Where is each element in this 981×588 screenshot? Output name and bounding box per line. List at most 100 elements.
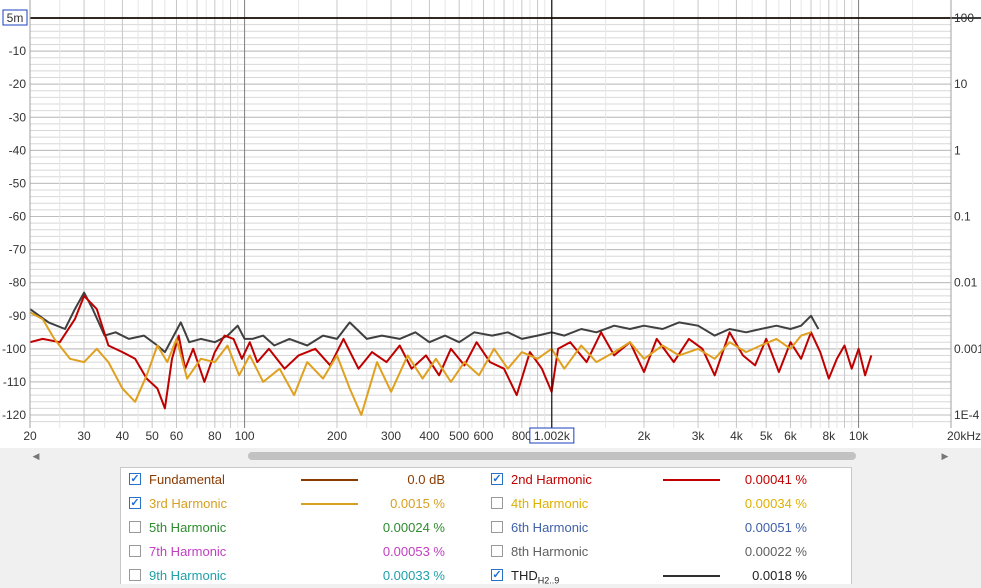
x-tick-label: 2k — [638, 429, 652, 443]
legend-item: 6th Harmonic 0.00051 % — [483, 516, 845, 540]
legend-label-text: THD — [511, 568, 538, 583]
cursor-y-label-box — [2, 9, 28, 26]
x-tick-label: 6k — [784, 429, 798, 443]
legend-item: 7th Harmonic 0.00053 % — [121, 540, 483, 564]
legend-item: 8th Harmonic 0.00022 % — [483, 540, 845, 564]
legend-checkbox[interactable]: ✓ — [491, 569, 503, 581]
y-tick-label: -90 — [9, 309, 27, 323]
legend-item: 9th Harmonic 0.00033 % — [121, 564, 483, 588]
legend-label: Fundamental — [149, 472, 225, 487]
legend-checkbox[interactable] — [129, 545, 141, 557]
x-tick-label: 5k — [760, 429, 774, 443]
legend-panel: ✓ Fundamental 0.0 dB ✓ 2nd Harmonic 0.00041 %… — [120, 467, 852, 586]
scroll-right-arrow-icon[interactable]: ▶ — [941, 451, 949, 461]
y-tick-label: -100 — [2, 342, 26, 356]
x-tick-label: 50 — [145, 429, 159, 443]
x-tick-label: 200 — [327, 429, 347, 443]
legend-label-text: 5th Harmonic — [149, 520, 227, 535]
legend-label-text: 7th Harmonic — [149, 544, 227, 559]
series-2nd-harmonic — [29, 294, 873, 410]
y-tick-label: -50 — [9, 176, 27, 190]
x-tick-label: 300 — [381, 429, 401, 443]
legend-label: 5th Harmonic — [149, 520, 226, 535]
legend-label-text: 6th Harmonic — [511, 520, 589, 535]
x-tick-label: 800 — [512, 429, 532, 443]
legend-line-swatch — [301, 479, 358, 481]
harmonic-distortion-chart[interactable]: 5m -10 -20 -30 -40 -50 -60 -70 -80 -90 -100 -110 -12… — [0, 0, 981, 448]
legend-item: ✓ 3rd Harmonic 0.0015 % — [121, 492, 483, 516]
x-tick-label: 40 — [116, 429, 130, 443]
legend-line-swatch — [663, 479, 720, 481]
legend-value: 0.00051 % — [744, 520, 807, 535]
y-tick-label: -60 — [9, 210, 27, 224]
series-thd — [29, 291, 820, 354]
legend-value: 0.0015 % — [390, 496, 445, 511]
y-tick-label: -10 — [9, 44, 27, 58]
legend-checkbox[interactable] — [491, 545, 503, 557]
x-tick-label: 500 — [449, 429, 469, 443]
legend-value: 0.00041 % — [744, 472, 807, 487]
y-tick-label: -40 — [9, 143, 27, 157]
x-tick-label: 100 — [235, 429, 255, 443]
grid-lines — [29, 0, 952, 430]
legend-label: 6th Harmonic — [511, 520, 588, 535]
legend-line-swatch — [663, 575, 720, 577]
y-right-tick-label: 0.01 — [954, 276, 978, 290]
legend-item: 5th Harmonic 0.00024 % — [121, 516, 483, 540]
legend-checkbox[interactable]: ✓ — [129, 473, 141, 485]
horizontal-scrollbar[interactable]: ◀ ▶ — [30, 450, 951, 462]
y-tick-label: -70 — [9, 243, 27, 257]
legend-item: 4th Harmonic 0.00034 % — [483, 492, 845, 516]
legend-item: ✓ THDH2..9 0.0018 % — [483, 564, 845, 588]
x-tick-label: 80 — [208, 429, 222, 443]
series-3rd-harmonic — [29, 311, 812, 416]
legend-label-text: 2nd Harmonic — [511, 472, 592, 487]
y-right-tick-label: 10 — [954, 77, 968, 91]
y-right-tick-label: 0.001 — [954, 342, 981, 356]
legend-label: 2nd Harmonic — [511, 472, 592, 487]
cursor-y-label: 5m — [7, 11, 24, 25]
legend-checkbox[interactable] — [491, 497, 503, 509]
x-tick-label: 60 — [170, 429, 184, 443]
legend-label-text: 8th Harmonic — [511, 544, 589, 559]
x-tick-label: 400 — [419, 429, 439, 443]
legend-label: 7th Harmonic — [149, 544, 226, 559]
legend-label-text: 3rd Harmonic — [149, 496, 228, 511]
x-tick-label: 30 — [77, 429, 91, 443]
legend-value: 0.00053 % — [382, 544, 445, 559]
legend-value: 0.0018 % — [752, 568, 807, 583]
legend-label-subscript: H2..9 — [537, 575, 560, 586]
y-tick-label: -20 — [9, 77, 27, 91]
scroll-left-arrow-icon[interactable]: ◀ — [32, 451, 40, 461]
legend-value: 0.00022 % — [744, 544, 807, 559]
legend-label-text: Fundamental — [149, 472, 225, 487]
x-tick-label: 600 — [473, 429, 493, 443]
scrollbar-thumb[interactable] — [248, 452, 856, 460]
legend-label: THDH2..9 — [511, 568, 559, 586]
y-tick-label: -30 — [9, 110, 27, 124]
y-right-tick-label: 0.1 — [954, 210, 971, 224]
legend-checkbox[interactable] — [129, 521, 141, 533]
y-tick-label: -120 — [2, 408, 26, 422]
cursor-x-label-box — [529, 427, 575, 444]
legend-label: 3rd Harmonic — [149, 496, 227, 511]
legend-label-text: 9th Harmonic — [149, 568, 227, 583]
legend-checkbox[interactable] — [491, 521, 503, 533]
cursor-x-label: 1.002k — [534, 429, 571, 443]
legend-value: 0.00034 % — [744, 496, 807, 511]
x-tick-label: 20kHz — [947, 429, 981, 443]
legend-checkbox[interactable]: ✓ — [129, 497, 141, 509]
legend-checkbox[interactable] — [129, 569, 141, 581]
plot-area[interactable]: 5m -10 -20 -30 -40 -50 -60 -70 -80 -90 -100 -110 -12… — [0, 0, 981, 448]
y-right-tick-label: 1 — [954, 143, 961, 157]
y-tick-label: -80 — [9, 276, 27, 290]
axes-layer — [29, 0, 981, 428]
legend-label: 9th Harmonic — [149, 568, 226, 583]
x-tick-label: 3k — [692, 429, 706, 443]
legend-value: 0.00024 % — [382, 520, 445, 535]
x-tick-label: 10k — [849, 429, 869, 443]
legend-value: 0.00033 % — [382, 568, 445, 583]
y-right-tick-label: 1E-4 — [954, 408, 980, 422]
legend-checkbox[interactable]: ✓ — [491, 473, 503, 485]
y-tick-label: -110 — [3, 375, 26, 389]
